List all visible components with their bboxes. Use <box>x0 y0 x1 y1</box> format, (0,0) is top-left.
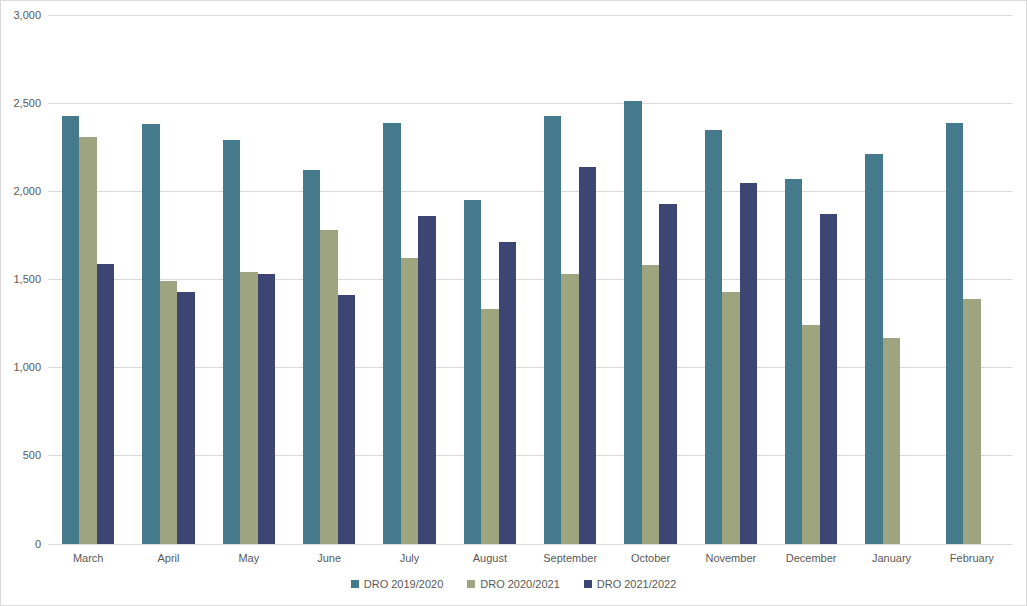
bar-group <box>851 15 931 544</box>
bar-group <box>530 15 610 544</box>
legend-label: DRO 2021/2022 <box>597 578 677 590</box>
bar <box>820 214 838 544</box>
chart-frame: 0 500 1,000 1,500 2,000 2,500 3,000 MarchApril… <box>0 0 1027 606</box>
x-tick-label: February <box>932 551 1012 565</box>
x-tick-label: April <box>128 551 208 565</box>
bar <box>802 325 820 544</box>
x-tick-label: January <box>851 551 931 565</box>
legend: DRO 2019/2020 DRO 2020/2021 DRO 2021/2022 <box>1 578 1026 590</box>
bar <box>62 116 80 544</box>
y-tick-label: 500 <box>1 449 41 462</box>
bar <box>258 274 276 544</box>
bar-group <box>369 15 449 544</box>
y-tick-label: 0 <box>1 538 41 551</box>
bar <box>659 204 677 544</box>
legend-label: DRO 2019/2020 <box>364 578 444 590</box>
x-tick-label: September <box>530 551 610 565</box>
x-tick-label: November <box>691 551 771 565</box>
bar <box>223 140 241 544</box>
x-tick-label: July <box>369 551 449 565</box>
x-tick-label: August <box>450 551 530 565</box>
legend-swatch-icon <box>467 580 475 588</box>
bar <box>883 338 901 544</box>
bar <box>865 154 883 544</box>
plot-area <box>48 15 1012 544</box>
bar <box>499 242 517 544</box>
bar-group <box>691 15 771 544</box>
y-tick-label: 1,000 <box>1 361 41 374</box>
x-tick-label: May <box>209 551 289 565</box>
legend-label: DRO 2020/2021 <box>480 578 560 590</box>
bar <box>579 167 597 544</box>
x-tick-label: December <box>771 551 851 565</box>
bar <box>142 124 160 544</box>
bar <box>464 200 482 544</box>
bar <box>963 299 981 544</box>
bar-group <box>450 15 530 544</box>
bar <box>383 123 401 544</box>
bar <box>481 309 499 544</box>
bar <box>544 116 562 544</box>
bar <box>240 272 258 544</box>
bar-group <box>128 15 208 544</box>
y-tick-label: 1,500 <box>1 273 41 286</box>
bar <box>722 292 740 544</box>
bar <box>79 137 97 544</box>
legend-item: DRO 2019/2020 <box>351 578 444 590</box>
bar <box>946 123 964 544</box>
bar <box>740 183 758 544</box>
bar <box>624 101 642 544</box>
bar-group <box>932 15 1012 544</box>
y-tick-label: 3,000 <box>1 9 41 22</box>
bar <box>338 295 356 544</box>
bar <box>320 230 338 544</box>
bar <box>785 179 803 544</box>
legend-swatch-icon <box>351 580 359 588</box>
bar-group <box>48 15 128 544</box>
bar-group <box>610 15 690 544</box>
legend-swatch-icon <box>584 580 592 588</box>
bar <box>418 216 436 544</box>
y-tick-label: 2,000 <box>1 185 41 198</box>
legend-item: DRO 2020/2021 <box>467 578 560 590</box>
bar <box>705 130 723 544</box>
bar <box>97 264 115 544</box>
x-tick-label: June <box>289 551 369 565</box>
bar <box>642 265 660 544</box>
bar <box>401 258 419 544</box>
bar <box>177 292 195 544</box>
bar-group <box>771 15 851 544</box>
y-tick-label: 2,500 <box>1 97 41 110</box>
bar <box>160 281 178 544</box>
bar <box>561 274 579 544</box>
x-tick-label: March <box>48 551 128 565</box>
bar <box>303 170 321 544</box>
x-tick-label: October <box>610 551 690 565</box>
bar-group <box>209 15 289 544</box>
bar-group <box>289 15 369 544</box>
legend-item: DRO 2021/2022 <box>584 578 677 590</box>
